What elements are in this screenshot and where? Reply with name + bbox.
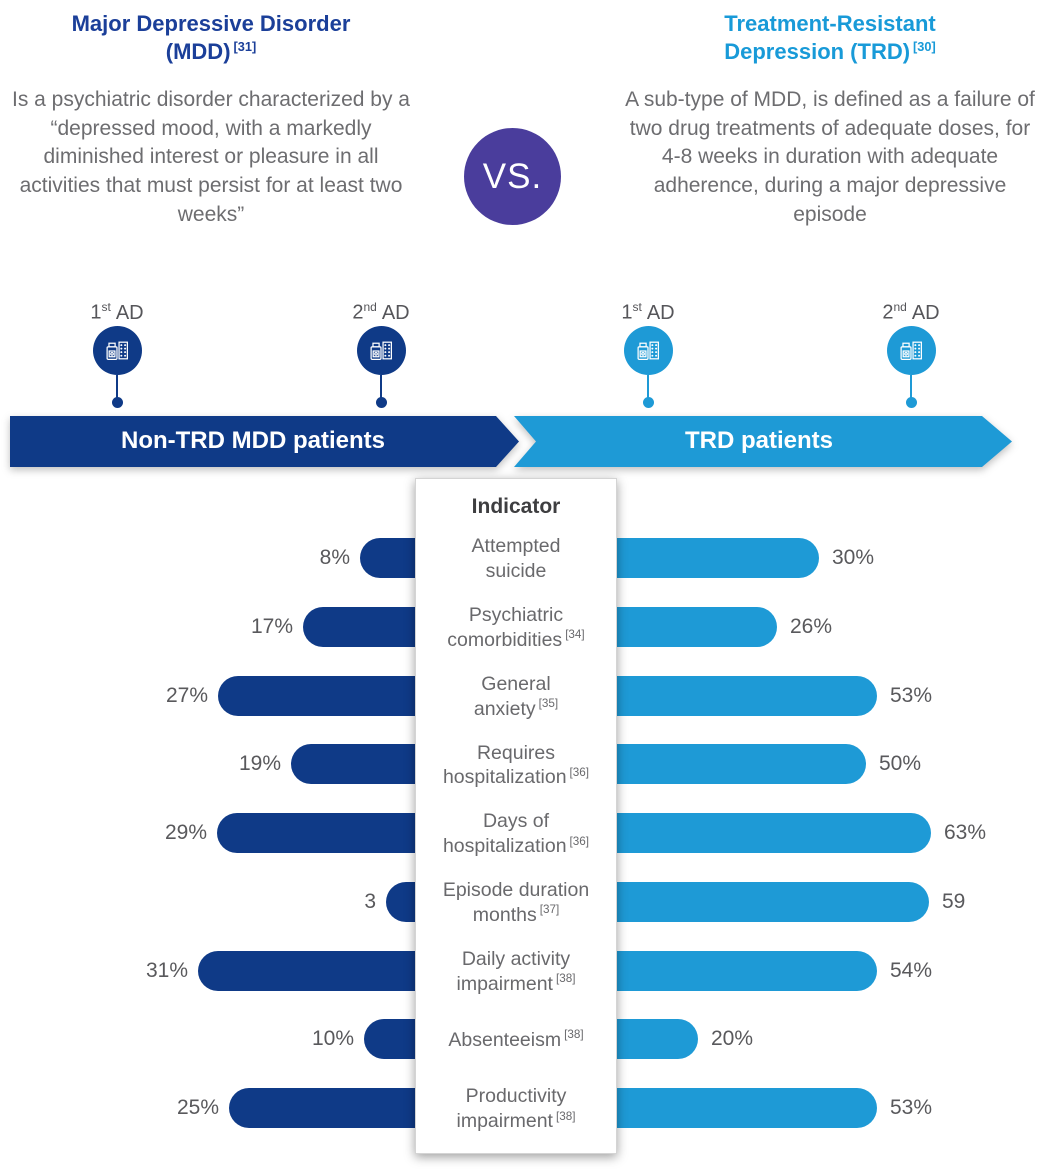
indicator-label: Absenteeism [38] (448, 1028, 584, 1051)
indicator-label: Attempted suicide (471, 535, 561, 582)
trd-value-label: 63% (944, 821, 987, 844)
first-ad-label: 1st AD (621, 300, 675, 324)
timeline-dot (111, 397, 123, 408)
second-ad-label: 2nd AD (352, 300, 410, 324)
mdd-definition-column: Major Depressive Disorder (MDD) [31] Is a … (10, 10, 412, 229)
indicator-label: Episode duration months [37] (442, 879, 590, 926)
trd-arrow (514, 416, 1012, 467)
timeline-stem (647, 375, 649, 398)
timeline-stem (910, 375, 912, 398)
indicator-label: Days of hospitalization [36] (442, 810, 590, 857)
vs-badge: VS. (464, 128, 561, 225)
medication-icon (92, 326, 142, 375)
non-trd-value-label: 27% (165, 683, 208, 707)
trd-value-label: 53% (890, 1096, 933, 1119)
non-trd-value-label: 25% (176, 1096, 219, 1119)
non-trd-value-label: 29% (164, 821, 207, 844)
first-ad-marker-nontrd: 1st AD (57, 295, 177, 408)
mdd-title: Major Depressive Disorder (MDD) [31] (10, 10, 412, 66)
timeline-dot (905, 397, 917, 408)
non-trd-value-label: 31% (145, 958, 188, 982)
timeline-dot (375, 397, 387, 408)
non-trd-value-label: 17% (250, 614, 293, 638)
indicator-label: Psychiatric comorbidities [34] (447, 604, 585, 651)
trd-value-label: 20% (711, 1027, 754, 1051)
trd-value-label: 53% (890, 683, 933, 707)
medication-icon (356, 326, 406, 375)
timeline-stem (380, 375, 382, 398)
non-trd-value-label: 3 (364, 889, 376, 913)
medication-icon (886, 326, 936, 375)
trd-title-line2: Depression (TRD) (724, 39, 911, 65)
medication-icon (623, 326, 673, 375)
patient-flow-arrows (10, 416, 1012, 467)
non-trd-value-label: 19% (238, 752, 281, 776)
mdd-description: Is a psychiatric disorder characterized … (11, 88, 410, 226)
trd-description: A sub-type of MDD, is defined as a failu… (625, 88, 1035, 226)
trd-definition-column: Treatment-Resistant Depression (TRD) [30] … (623, 10, 1037, 229)
trd-title-line1: Treatment-Resistant (724, 11, 936, 36)
non-trd-value-label: 10% (311, 1027, 354, 1051)
indicator-label: Daily activity impairment [38] (456, 947, 576, 995)
mdd-reference: [31] (233, 38, 257, 54)
non-trd-arrow (10, 416, 519, 467)
first-ad-marker-trd: 1st AD (588, 295, 708, 408)
trd-title: Treatment-Resistant Depression (TRD) [30] (623, 10, 1037, 66)
non-trd-value-label: 8% (319, 546, 350, 569)
indicator-label: Requires hospitalization [36] (442, 741, 590, 789)
trd-value-label: 59 (942, 889, 966, 913)
first-ad-label: 1st AD (90, 300, 144, 324)
second-ad-label: 2nd AD (882, 300, 940, 324)
mdd-title-line2: (MDD) (165, 39, 231, 65)
second-ad-marker-trd: 2nd AD (851, 295, 971, 408)
indicator-label: General anxiety [35] (473, 672, 559, 720)
indicator-label: Productivity impairment [38] (456, 1085, 576, 1132)
trd-value-label: 50% (879, 752, 922, 776)
indicator-header: Indicator (471, 495, 561, 518)
timeline-dot (642, 397, 654, 408)
indicator-box: Indicator Attempted suicide Psychiatric com… (415, 478, 617, 1154)
trd-value-label: 54% (890, 958, 933, 982)
trd-reference: [30] (913, 38, 936, 54)
trd-value-label: 30% (832, 546, 875, 569)
second-ad-marker-nontrd: 2nd AD (321, 295, 441, 408)
timeline-stem (116, 375, 118, 398)
vs-label: VS. (482, 156, 543, 196)
trd-value-label: 26% (790, 614, 833, 638)
non-trd-banner-label: Non-TRD MDD patients (121, 427, 385, 454)
trd-banner-label: TRD patients (684, 427, 833, 454)
mdd-title-line1: Major Depressive Disorder (71, 11, 351, 36)
